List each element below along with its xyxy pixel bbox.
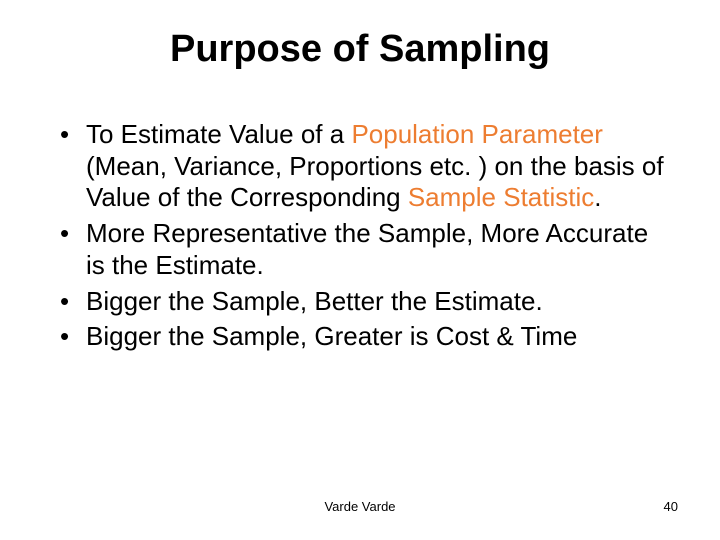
slide-title: Purpose of Sampling [48,28,672,71]
highlight-text: Population Parameter [351,119,602,149]
bullet-text: More Representative the Sample, More Acc… [86,218,648,280]
highlight-text: Sample Statistic [408,182,594,212]
bullet-text: . [594,182,601,212]
slide: Purpose of Sampling To Estimate Value of… [0,0,720,540]
list-item: More Representative the Sample, More Acc… [60,218,672,281]
list-item: To Estimate Value of a Population Parame… [60,119,672,214]
page-number: 40 [664,499,678,514]
bullet-text: Bigger the Sample, Better the Estimate. [86,286,543,316]
bullet-text: To Estimate Value of a [86,119,351,149]
bullet-text: Bigger the Sample, Greater is Cost & Tim… [86,321,577,351]
list-item: Bigger the Sample, Greater is Cost & Tim… [60,321,672,353]
footer-author: Varde Varde [0,499,720,514]
bullet-list: To Estimate Value of a Population Parame… [48,119,672,353]
list-item: Bigger the Sample, Better the Estimate. [60,286,672,318]
